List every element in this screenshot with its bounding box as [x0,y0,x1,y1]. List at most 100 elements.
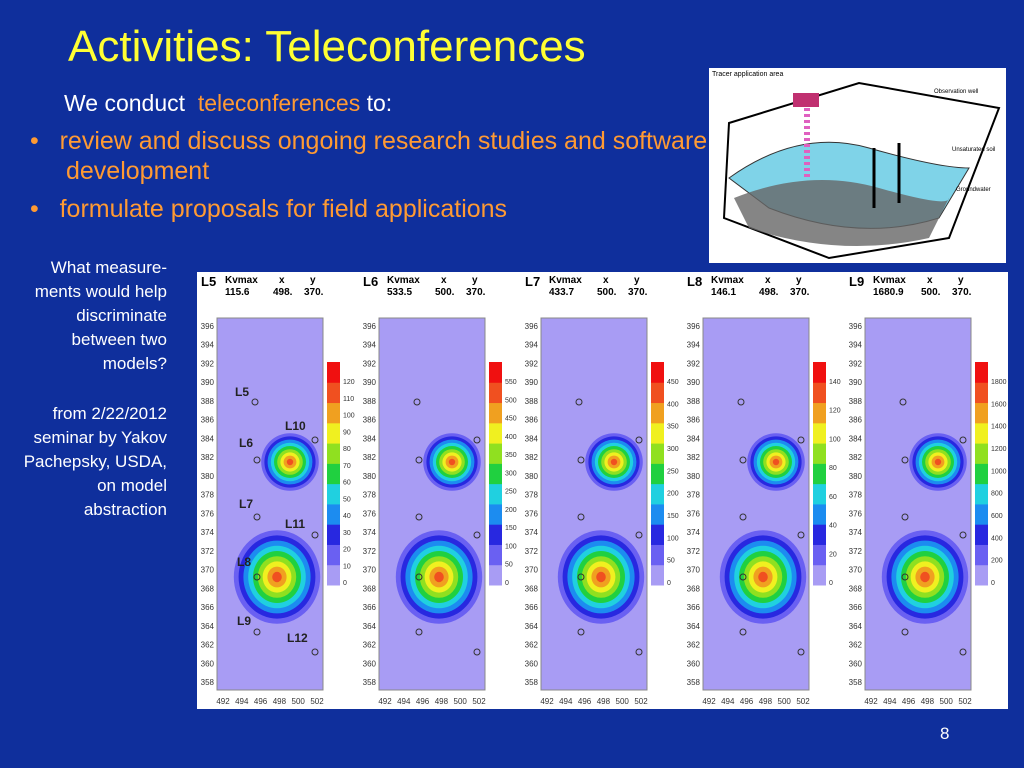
colorbar-tick-label: 300 [505,470,517,477]
colorbar-tick-label: 40 [343,513,351,520]
y-tick-label: 358 [687,678,701,687]
y-tick-label: 370 [687,566,701,575]
colorbar-segment [327,564,340,586]
colorbar-segment [651,382,664,404]
colorbar-tick-label: 450 [667,379,679,386]
y-tick-label: 370 [363,566,377,575]
intro-highlight: teleconferences [197,90,361,116]
y-tick-label: 360 [201,659,215,668]
x-tick-label: 494 [883,697,897,706]
colorbar-tick-label: 70 [343,463,351,470]
well-label: L9 [237,614,251,628]
y-tick-label: 384 [687,434,701,443]
well-marker [415,513,423,521]
header-label: x [765,275,771,286]
y-tick-label: 370 [525,566,539,575]
y-tick-label: 382 [201,453,215,462]
header-value: 498. [759,287,779,298]
well-marker [415,456,423,464]
colorbar-segment [813,463,826,485]
y-tick-label: 378 [201,491,215,500]
colorbar-tick-label: 90 [343,429,351,436]
colorbar-segment [651,544,664,566]
y-tick-label: 360 [849,659,863,668]
header-label: y [634,275,640,286]
x-tick-label: 500 [778,697,792,706]
y-tick-label: 370 [201,566,215,575]
y-tick-label: 366 [201,603,215,612]
colorbar-segment [489,564,502,586]
well-marker [635,436,643,444]
y-tick-label: 392 [849,359,863,368]
colorbar-tick-label: 80 [343,446,351,453]
colorbar-segment [651,402,664,424]
x-tick-label: 492 [540,697,554,706]
slide-title: Activities: Teleconferences [68,22,586,71]
x-tick-label: 494 [559,697,573,706]
y-tick-label: 374 [687,528,701,537]
y-tick-label: 368 [363,584,377,593]
y-tick-label: 368 [849,584,863,593]
well-marker [901,628,909,636]
header-label: y [472,275,478,286]
x-tick-label: 498 [759,697,773,706]
colorbar-tick-label: 1800 [991,379,1007,386]
well-marker [577,573,585,581]
well-label: L8 [237,555,251,569]
x-tick-label: 492 [216,697,230,706]
bullet-text: formulate proposals for field applicatio… [59,195,508,223]
y-tick-label: 384 [363,434,377,443]
colorbar-tick-label: 200 [667,491,679,498]
y-tick-label: 384 [201,434,215,443]
y-tick-label: 362 [687,641,701,650]
y-tick-label: 392 [363,359,377,368]
note-text: from 2/22/2012 seminar by Yakov Pachepsk… [23,404,167,519]
well-marker [311,531,319,539]
y-tick-label: 378 [849,491,863,500]
y-tick-label: 376 [201,509,215,518]
well-marker [959,531,967,539]
intro-text: to: [366,90,393,116]
colorbar-segment [975,503,988,525]
header-value: 498. [273,287,293,298]
y-tick-label: 374 [849,528,863,537]
well-marker [253,513,261,521]
y-tick-label: 382 [363,453,377,462]
colorbar-segment [651,463,664,485]
colorbar-segment [813,382,826,404]
colorbar-tick-label: 250 [667,468,679,475]
y-tick-label: 360 [687,659,701,668]
colorbar-tick-label: 50 [667,558,675,565]
colorbar-tick-label: 550 [505,379,517,386]
y-tick-label: 388 [687,397,701,406]
well-marker [415,573,423,581]
x-tick-label: 498 [435,697,449,706]
colorbar-tick-label: 800 [991,491,1003,498]
well-marker [577,456,585,464]
contour [448,458,456,466]
colorbar-segment [327,503,340,525]
contour [772,458,780,466]
well-label: L11 [285,517,305,531]
y-tick-label: 368 [525,584,539,593]
y-tick-label: 362 [525,641,539,650]
contour [272,571,282,583]
well-marker [473,648,481,656]
colorbar-tick-label: 10 [343,563,351,570]
header-value: 146.1 [711,287,736,298]
colorbar-tick-label: 100 [829,436,841,443]
bullet-text: review and discuss ongoing research stud… [59,127,708,185]
colorbar-segment [813,564,826,586]
header-label: y [958,275,964,286]
bullet: • formulate proposals for field applicat… [30,195,508,223]
colorbar-segment [975,564,988,586]
colorbar-segment [327,443,340,464]
colorbar-segment [651,524,664,545]
colorbar-segment [489,483,502,505]
colorbar-segment [327,422,340,444]
colorbar-segment [489,524,502,545]
header-value: 370. [466,287,486,298]
panel-name: L9 [849,274,864,289]
colorbar-tick-label: 300 [667,446,679,453]
y-tick-label: 380 [201,472,215,481]
